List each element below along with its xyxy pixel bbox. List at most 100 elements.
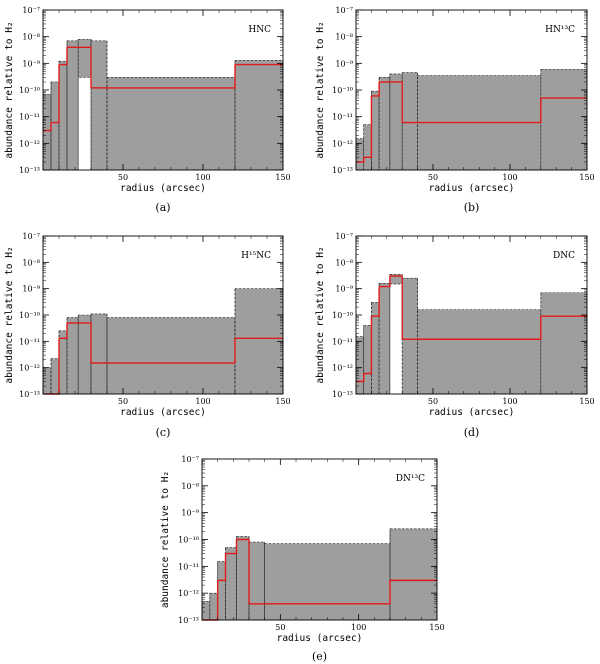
range-band-6 bbox=[106, 317, 236, 395]
panel-hn13c: 10⁻¹³ 10⁻¹² 10⁻¹¹ 10⁻¹⁰ 10⁻⁹ 10⁻⁸ 10⁻⁷ 50 100 150… bbox=[315, 6, 595, 214]
y-tick-label: 10⁻⁷ bbox=[22, 6, 40, 15]
y-tick-label: 10⁻¹³ bbox=[19, 390, 40, 399]
range-band-5 bbox=[401, 72, 418, 171]
y-tick-label: 10⁻¹¹ bbox=[178, 562, 199, 571]
y-tick-label: 10⁻¹² bbox=[332, 139, 353, 148]
range-band-7 bbox=[540, 292, 588, 395]
range-band-5 bbox=[90, 40, 108, 171]
best-fit-step-2 bbox=[59, 322, 68, 340]
y-axis-title: abundance relative to H₂ bbox=[4, 246, 15, 383]
x-axis-title: radius (arcsec) bbox=[429, 183, 515, 194]
range-band-3 bbox=[225, 547, 237, 621]
y-tick-label: 10⁻¹⁰ bbox=[19, 311, 40, 320]
best-fit-step-2 bbox=[59, 47, 68, 66]
y-tick-label: 10⁻⁷ bbox=[335, 6, 353, 15]
y-tick-label: 10⁻¹² bbox=[332, 364, 353, 373]
panel-caption: (d) bbox=[464, 426, 480, 439]
x-tick-label: 100 bbox=[195, 173, 210, 182]
y-axis-title: abundance relative to H₂ bbox=[4, 21, 15, 158]
x-tick-label: 50 bbox=[118, 397, 128, 406]
x-tick-label: 150 bbox=[275, 173, 290, 182]
y-tick-label: 10⁻⁸ bbox=[22, 33, 40, 42]
y-tick-label: 10⁻¹² bbox=[19, 364, 40, 373]
range-band-1 bbox=[363, 124, 372, 171]
range-band-4 bbox=[77, 314, 92, 395]
best-fit-step-4 bbox=[78, 46, 92, 88]
y-tick-label: 10⁻¹³ bbox=[19, 166, 40, 175]
x-axis-title: radius (arcsec) bbox=[120, 183, 206, 194]
molecule-label: HN¹³C bbox=[545, 25, 575, 35]
y-tick-label: 10⁻¹¹ bbox=[19, 113, 40, 122]
x-tick-label: 100 bbox=[351, 623, 366, 632]
y-tick-label: 10⁻⁹ bbox=[181, 509, 199, 518]
best-fit-step-1 bbox=[363, 95, 373, 158]
y-tick-label: 10⁻⁸ bbox=[181, 482, 199, 491]
y-tick-label: 10⁻⁹ bbox=[335, 285, 353, 294]
x-tick-label: 150 bbox=[275, 397, 290, 406]
range-band-3 bbox=[378, 76, 391, 171]
x-tick-label: 150 bbox=[429, 623, 444, 632]
range-band-0 bbox=[42, 93, 52, 171]
range-band-6 bbox=[264, 543, 391, 621]
y-tick-label: 10⁻⁷ bbox=[335, 232, 353, 241]
y-tick-label: 10⁻¹² bbox=[19, 139, 40, 148]
range-band-2 bbox=[58, 60, 68, 171]
x-axis-title: radius (arcsec) bbox=[429, 407, 515, 418]
best-fit-step-3 bbox=[225, 539, 238, 555]
range-band-1 bbox=[50, 358, 60, 395]
x-tick-label: 150 bbox=[579, 397, 594, 406]
best-fit-step-1 bbox=[363, 316, 373, 375]
range-band-4 bbox=[389, 73, 403, 171]
y-tick-label: 10⁻⁹ bbox=[22, 59, 40, 68]
y-axis-title: abundance relative to H₂ bbox=[160, 471, 171, 608]
panel-h15nc: 10⁻¹³ 10⁻¹² 10⁻¹¹ 10⁻¹⁰ 10⁻⁹ 10⁻⁸ 10⁻⁷ 50 100 150… bbox=[4, 232, 291, 439]
y-tick-label: 10⁻⁸ bbox=[335, 33, 353, 42]
y-tick-label: 10⁻⁷ bbox=[22, 232, 40, 241]
x-tick-label: 100 bbox=[502, 397, 517, 406]
x-tick-label: 50 bbox=[118, 173, 128, 182]
range-band-3 bbox=[66, 40, 79, 171]
best-fit-step-4 bbox=[78, 322, 92, 364]
x-tick-label: 100 bbox=[502, 173, 517, 182]
panel-caption: (e) bbox=[312, 650, 327, 663]
x-tick-label: 50 bbox=[275, 623, 285, 632]
range-band-4 bbox=[77, 38, 92, 78]
best-fit-step-4 bbox=[389, 81, 403, 123]
x-tick-label: 150 bbox=[579, 173, 594, 182]
range-band-2 bbox=[58, 330, 68, 395]
y-tick-label: 10⁻¹⁰ bbox=[332, 86, 353, 95]
best-fit-step-1 bbox=[51, 64, 60, 124]
range-band-7 bbox=[234, 59, 284, 171]
best-fit-step-2 bbox=[371, 286, 380, 317]
range-band-4 bbox=[236, 536, 250, 621]
best-fit-step-4 bbox=[236, 538, 250, 604]
x-tick-label: 50 bbox=[428, 173, 438, 182]
x-tick-label: 50 bbox=[428, 397, 438, 406]
panel-caption: (c) bbox=[156, 426, 171, 439]
range-band-1 bbox=[209, 592, 218, 621]
best-fit-step-3 bbox=[379, 276, 391, 288]
range-band-7 bbox=[389, 528, 438, 621]
y-axis-title: abundance relative to H₂ bbox=[315, 21, 326, 158]
best-fit-step-6 bbox=[264, 580, 391, 605]
range-band-2 bbox=[217, 561, 226, 621]
best-fit-step-6 bbox=[107, 64, 236, 89]
molecule-label: DN¹³C bbox=[396, 474, 425, 484]
y-tick-label: 10⁻¹² bbox=[178, 589, 199, 598]
range-band-1 bbox=[363, 325, 372, 395]
range-band-2 bbox=[371, 90, 380, 171]
range-band-3 bbox=[378, 282, 391, 395]
range-band-7 bbox=[540, 68, 588, 171]
x-tick-label: 100 bbox=[195, 397, 210, 406]
panel-caption: (b) bbox=[464, 201, 480, 214]
best-fit-step-6 bbox=[417, 316, 542, 340]
range-band-6 bbox=[106, 76, 236, 171]
best-fit-step-2 bbox=[371, 81, 380, 97]
best-fit-step-4 bbox=[389, 275, 403, 340]
y-tick-label: 10⁻¹³ bbox=[332, 166, 353, 175]
best-fit-step-6 bbox=[417, 98, 542, 124]
range-band-1 bbox=[50, 81, 60, 171]
y-tick-label: 10⁻¹⁰ bbox=[332, 311, 353, 320]
molecule-label: HNC bbox=[248, 25, 271, 35]
range-band-3 bbox=[66, 317, 79, 395]
